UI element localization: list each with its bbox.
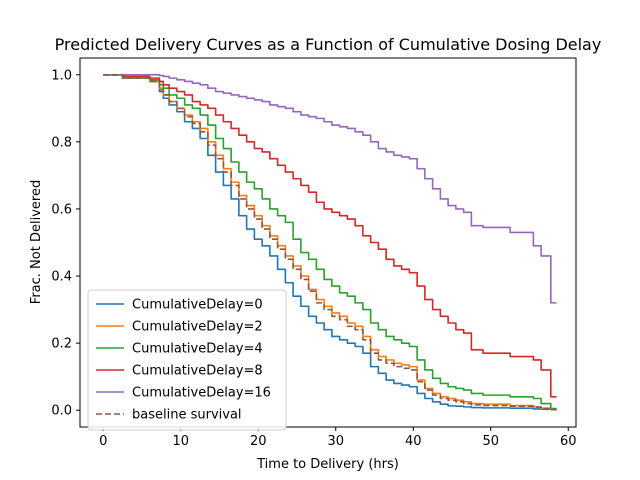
legend-label: CumulativeDelay=16 (132, 386, 271, 401)
x-tick-label: 20 (250, 434, 267, 449)
legend-label: CumulativeDelay=8 (132, 364, 263, 379)
y-tick-label: 1.0 (51, 68, 72, 83)
x-tick-label: 60 (560, 434, 577, 449)
x-tick-label: 30 (327, 434, 344, 449)
x-tick-label: 40 (405, 434, 422, 449)
y-tick-label: 0.8 (51, 135, 72, 150)
legend-label: CumulativeDelay=4 (132, 342, 263, 357)
y-tick-label: 0.0 (51, 404, 72, 419)
legend-label: CumulativeDelay=2 (132, 320, 263, 335)
legend-box (87, 289, 287, 431)
y-axis: 0.0 0.2 0.4 0.6 0.8 1.0 (51, 68, 80, 419)
y-tick-label: 0.6 (51, 202, 72, 217)
y-axis-label: Frac. Not Delivered (29, 180, 44, 304)
series-line-0 (103, 73, 557, 411)
x-axis-label: Time to Delivery (hrs) (256, 457, 399, 472)
x-tick-label: 0 (99, 434, 107, 449)
y-tick-label: 0.4 (51, 270, 72, 285)
chart-title: Predicted Delivery Curves as a Function … (55, 35, 602, 54)
x-axis: 0 10 20 30 40 50 60 (99, 427, 577, 449)
x-tick-label: 10 (172, 434, 189, 449)
plot-frame (79, 57, 577, 428)
legend-label: CumulativeDelay=0 (132, 298, 263, 313)
legend-label: baseline survival (132, 408, 242, 423)
series-line-1 (103, 73, 557, 411)
series-layer (103, 73, 557, 411)
series-line-4 (103, 73, 557, 304)
series-line-5 (103, 73, 557, 411)
legend: CumulativeDelay=0 CumulativeDelay=2 Cumula… (87, 289, 287, 431)
y-tick-label: 0.2 (51, 337, 72, 352)
series-line-2 (103, 73, 557, 410)
series-line-3 (103, 73, 557, 398)
x-tick-label: 50 (482, 434, 499, 449)
